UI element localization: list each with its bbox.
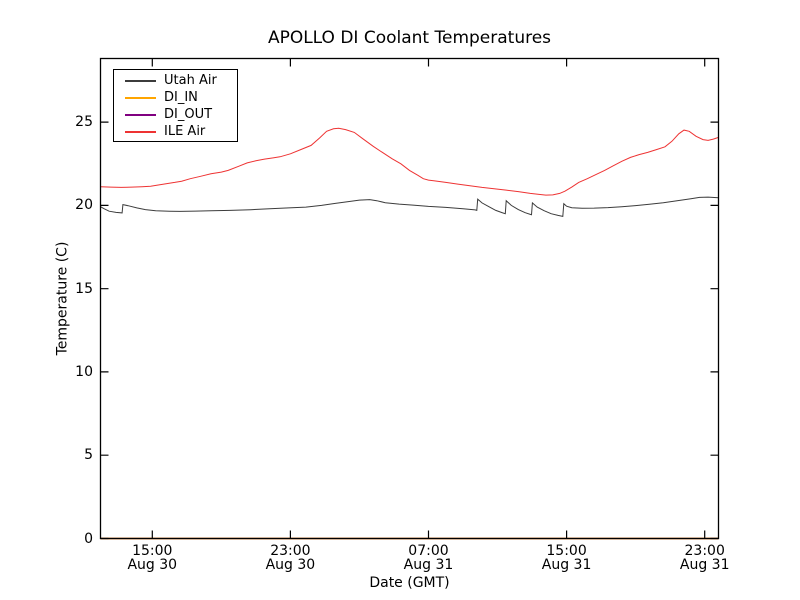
legend-item-di-in: DI_IN [114, 89, 237, 106]
plot-frame [99, 57, 720, 540]
x-tick-date: Aug 31 [679, 556, 730, 573]
x-tick-time: 23:00 [270, 543, 311, 559]
legend-item-ile-air: ILE Air [114, 123, 237, 140]
series-group [100, 127, 719, 540]
series-line-utah-air [100, 196, 719, 218]
legend-item-label: Utah Air [164, 73, 217, 88]
y-tick-label: 20 [75, 197, 93, 214]
x-tick-date: Aug 31 [403, 556, 454, 573]
y-tick-label: 15 [75, 280, 93, 297]
y-tick-label: 10 [75, 363, 93, 380]
x-tick-label: 23:00 Aug 31 [667, 543, 743, 573]
legend-line-sample [125, 130, 156, 133]
tick-marks [100, 58, 719, 540]
legend-box: Utah Air DI_IN DI_OUT ILE Air [113, 69, 238, 142]
legend-item-di-out: DI_OUT [114, 106, 237, 123]
x-tick-label: 15:00 Aug 30 [114, 543, 190, 573]
y-tick-label: 25 [75, 114, 93, 131]
legend-item-label: DI_IN [164, 90, 198, 105]
x-tick-label: 15:00 Aug 31 [529, 543, 605, 573]
y-axis-label: Temperature (C) [54, 241, 71, 356]
x-tick-time: 07:00 [408, 543, 449, 559]
legend-item-utah-air: Utah Air [114, 72, 237, 89]
legend-item-label: ILE Air [164, 124, 206, 139]
x-tick-time: 15:00 [546, 543, 587, 559]
x-tick-date: Aug 30 [265, 556, 316, 573]
x-tick-date: Aug 31 [541, 556, 592, 573]
chart-title: APOLLO DI Coolant Temperatures [267, 28, 552, 48]
legend-line-sample [125, 96, 156, 99]
y-tick-label: 0 [84, 530, 93, 547]
legend-line-sample [125, 79, 156, 82]
x-tick-time: 15:00 [132, 543, 173, 559]
x-tick-date: Aug 30 [127, 556, 178, 573]
x-axis-label: Date (GMT) [369, 575, 450, 591]
x-tick-time: 23:00 [684, 543, 725, 559]
y-tick-label: 5 [84, 447, 93, 464]
x-tick-label: 23:00 Aug 30 [252, 543, 328, 573]
legend-item-label: DI_OUT [164, 107, 213, 122]
legend-line-sample [125, 113, 156, 116]
x-tick-label: 07:00 Aug 31 [390, 543, 466, 573]
series-line-ile-air [100, 127, 719, 196]
